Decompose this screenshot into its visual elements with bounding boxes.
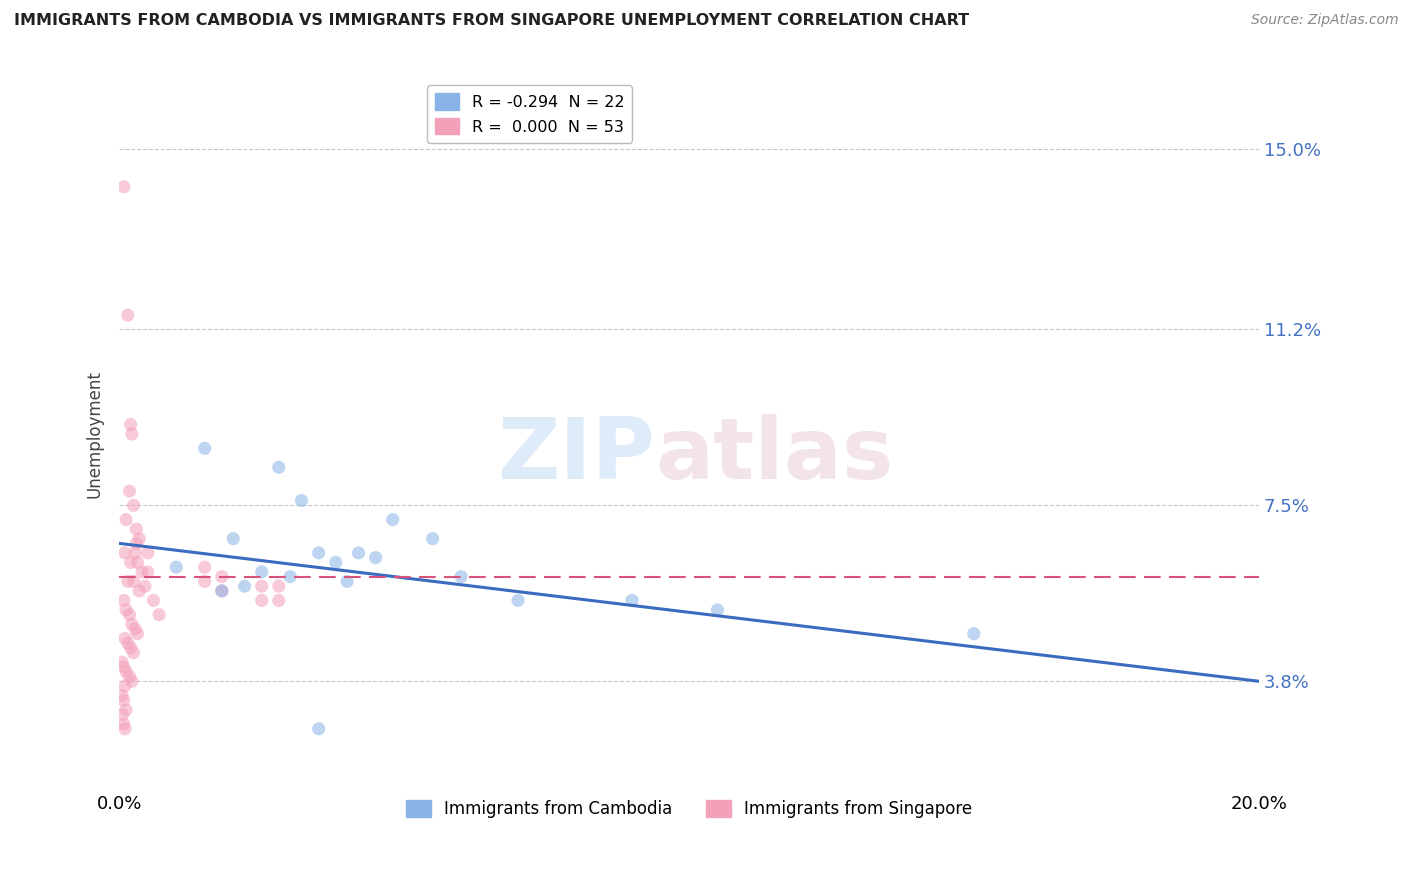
- Point: [336, 574, 359, 589]
- Point: [120, 555, 142, 569]
- Point: [308, 722, 330, 736]
- Point: [250, 593, 273, 607]
- Point: [122, 499, 145, 513]
- Point: [222, 532, 245, 546]
- Point: [120, 417, 142, 432]
- Point: [364, 550, 387, 565]
- Point: [122, 646, 145, 660]
- Point: [267, 460, 290, 475]
- Point: [127, 555, 149, 569]
- Point: [117, 574, 139, 589]
- Point: [194, 574, 217, 589]
- Point: [136, 546, 159, 560]
- Point: [122, 574, 145, 589]
- Point: [250, 579, 273, 593]
- Point: [233, 579, 256, 593]
- Point: [111, 655, 134, 669]
- Point: [124, 622, 146, 636]
- Point: [290, 493, 312, 508]
- Point: [121, 674, 143, 689]
- Point: [136, 565, 159, 579]
- Point: [112, 717, 135, 731]
- Point: [112, 179, 135, 194]
- Point: [125, 522, 148, 536]
- Point: [117, 308, 139, 322]
- Point: [381, 513, 404, 527]
- Text: Source: ZipAtlas.com: Source: ZipAtlas.com: [1251, 13, 1399, 28]
- Point: [142, 593, 165, 607]
- Y-axis label: Unemployment: Unemployment: [86, 370, 103, 498]
- Point: [117, 636, 139, 650]
- Point: [118, 484, 141, 499]
- Point: [267, 579, 290, 593]
- Point: [114, 679, 136, 693]
- Point: [267, 593, 290, 607]
- Point: [118, 669, 141, 683]
- Point: [506, 593, 529, 607]
- Point: [211, 583, 233, 598]
- Point: [194, 442, 217, 456]
- Point: [165, 560, 187, 574]
- Point: [118, 607, 141, 622]
- Point: [114, 546, 136, 560]
- Text: atlas: atlas: [655, 414, 893, 497]
- Point: [127, 626, 149, 640]
- Point: [422, 532, 444, 546]
- Point: [111, 689, 134, 703]
- Point: [347, 546, 370, 560]
- Point: [120, 640, 142, 655]
- Point: [112, 593, 135, 607]
- Point: [250, 565, 273, 579]
- Point: [134, 579, 156, 593]
- Point: [211, 583, 233, 598]
- Point: [115, 665, 138, 679]
- Point: [706, 603, 728, 617]
- Point: [450, 569, 472, 583]
- Point: [112, 660, 135, 674]
- Point: [128, 583, 150, 598]
- Point: [325, 555, 347, 569]
- Point: [115, 603, 138, 617]
- Point: [211, 569, 233, 583]
- Text: IMMIGRANTS FROM CAMBODIA VS IMMIGRANTS FROM SINGAPORE UNEMPLOYMENT CORRELATION C: IMMIGRANTS FROM CAMBODIA VS IMMIGRANTS F…: [14, 13, 969, 29]
- Point: [114, 722, 136, 736]
- Point: [124, 546, 146, 560]
- Point: [114, 632, 136, 646]
- Point: [121, 617, 143, 632]
- Legend: Immigrants from Cambodia, Immigrants from Singapore: Immigrants from Cambodia, Immigrants fro…: [399, 794, 979, 825]
- Point: [963, 626, 986, 640]
- Point: [308, 546, 330, 560]
- Point: [121, 427, 143, 442]
- Point: [128, 532, 150, 546]
- Point: [194, 560, 217, 574]
- Text: ZIP: ZIP: [498, 414, 655, 497]
- Point: [131, 565, 153, 579]
- Point: [125, 536, 148, 550]
- Point: [115, 703, 138, 717]
- Point: [148, 607, 170, 622]
- Point: [112, 693, 135, 707]
- Point: [111, 707, 134, 722]
- Point: [278, 569, 301, 583]
- Point: [115, 513, 138, 527]
- Point: [621, 593, 644, 607]
